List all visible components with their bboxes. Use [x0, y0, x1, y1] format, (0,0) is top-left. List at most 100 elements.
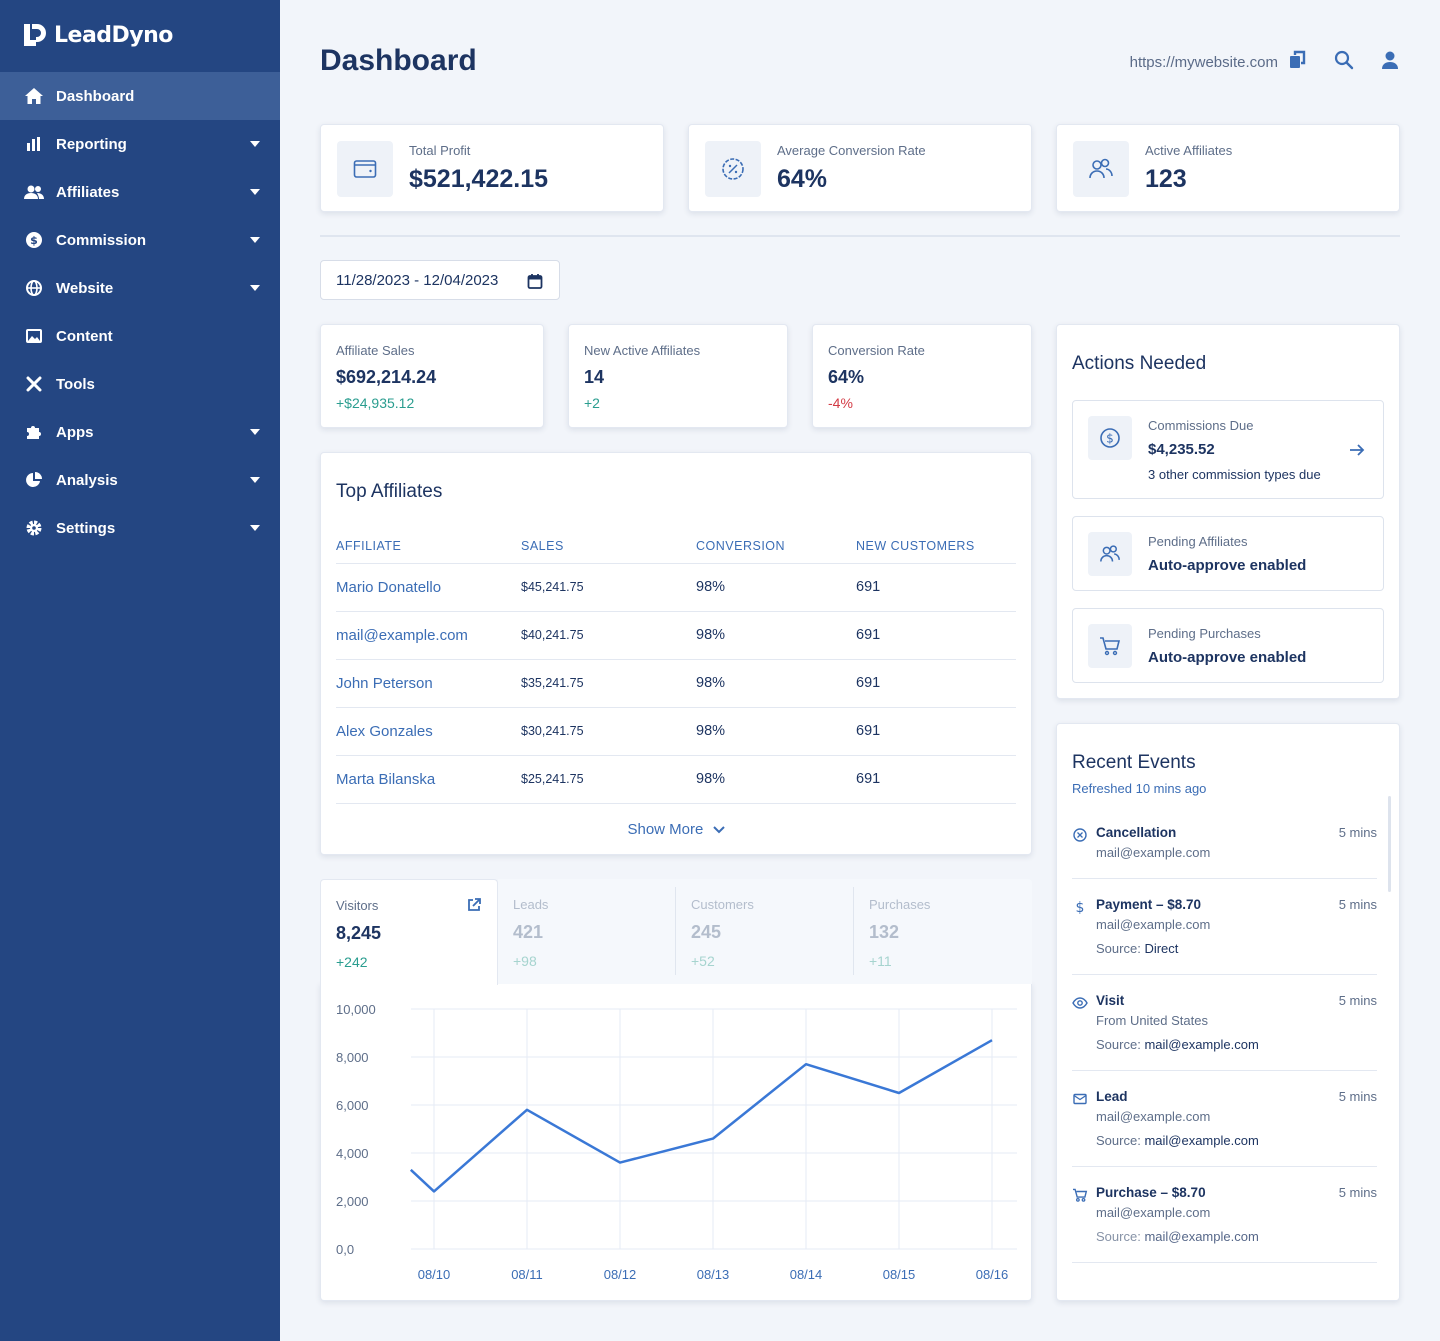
sales-cell: $25,241.75 [521, 755, 696, 804]
show-more-button[interactable]: Show More [321, 821, 1031, 838]
chevron-down-icon[interactable] [250, 189, 260, 195]
website-url[interactable]: https://mywebsite.com [1129, 53, 1278, 71]
kpi-value: $692,214.24 [336, 367, 437, 387]
top-affiliates-card: Top Affiliates AFFILIATE SALES CONVERSIO… [320, 452, 1032, 855]
sidebar-item-label: Tools [56, 375, 95, 393]
event-title: Payment – $8.70 [1096, 897, 1202, 912]
sidebar-item-content[interactable]: Content [0, 312, 280, 360]
puzzle-icon [24, 422, 44, 442]
tab-separator [853, 887, 854, 975]
event-item[interactable]: Visit 5 mins From United States Source: … [1072, 993, 1377, 1071]
action-value: $4,235.52 [1148, 441, 1215, 458]
tab-visitors[interactable]: Visitors 8,245 +242 [320, 879, 498, 985]
affiliate-link[interactable]: Alex Gonzales [336, 707, 521, 756]
dollar-icon: $ [1072, 899, 1088, 915]
tab-purchases[interactable]: Purchases 132 +11 [854, 879, 1032, 984]
event-item[interactable]: Purchase – $8.70 5 mins mail@example.com… [1072, 1185, 1377, 1263]
sidebar-item-website[interactable]: Website [0, 264, 280, 312]
brand-logo[interactable]: LeadDyno [24, 22, 173, 48]
sidebar-item-label: Affiliates [56, 183, 120, 201]
sidebar-item-apps[interactable]: Apps [0, 408, 280, 456]
affiliate-link[interactable]: mail@example.com [336, 611, 521, 660]
y-tick-label: 10,000 [336, 1002, 376, 1017]
kpi-delta: +2 [584, 395, 600, 411]
page-title: Dashboard [320, 44, 477, 77]
bar-chart-icon [24, 134, 44, 154]
sidebar-item-affiliates[interactable]: Affiliates [0, 168, 280, 216]
sidebar-item-settings[interactable]: Settings [0, 504, 280, 552]
action-pending-affiliates[interactable]: Pending Affiliates Auto-approve enabled [1072, 516, 1384, 591]
mail-icon [1072, 1091, 1088, 1107]
section-divider [320, 235, 1400, 237]
event-item[interactable]: $ Payment – $8.70 5 mins mail@example.co… [1072, 897, 1377, 975]
x-tick-label: 08/15 [883, 1267, 916, 1282]
date-range-picker[interactable]: 11/28/2023 - 12/04/2023 [320, 260, 560, 300]
action-value: Auto-approve enabled [1148, 557, 1307, 574]
conversion-cell: 98% [696, 707, 856, 756]
event-detail: mail@example.com [1096, 1205, 1211, 1220]
y-tick-label: 2,000 [336, 1194, 369, 1209]
tab-customers[interactable]: Customers 245 +52 [676, 879, 854, 984]
table-header-row: AFFILIATE SALES CONVERSION NEW CUSTOMERS [336, 529, 1016, 564]
sales-cell: $35,241.75 [521, 659, 696, 708]
affiliate-link[interactable]: John Peterson [336, 659, 521, 708]
cart-icon [1088, 624, 1132, 668]
event-detail: mail@example.com [1096, 845, 1211, 860]
sidebar-item-analysis[interactable]: Analysis [0, 456, 280, 504]
series-line-visitors [409, 1039, 993, 1193]
sidebar-item-dashboard[interactable]: Dashboard [0, 72, 280, 120]
user-icon[interactable] [1380, 50, 1400, 74]
action-value: Auto-approve enabled [1148, 649, 1307, 666]
event-item[interactable]: Lead 5 mins mail@example.com Source: mai… [1072, 1089, 1377, 1167]
sidebar-item-commission[interactable]: $ Commission [0, 216, 280, 264]
chevron-down-icon[interactable] [250, 285, 260, 291]
event-source-label: Source: [1096, 1133, 1141, 1148]
cart-icon [1072, 1187, 1088, 1203]
sidebar-item-label: Website [56, 279, 114, 297]
sidebar-item-label: Settings [56, 519, 116, 537]
calendar-icon[interactable] [527, 273, 543, 293]
chevron-down-icon[interactable] [250, 237, 260, 243]
tab-value: 132 [869, 922, 900, 942]
column-header-new-customers[interactable]: NEW CUSTOMERS [856, 529, 1016, 564]
kpi-value: 14 [584, 367, 605, 387]
sidebar-item-tools[interactable]: Tools [0, 360, 280, 408]
action-commissions-due[interactable]: $ Commissions Due $4,235.52 3 other comm… [1072, 400, 1384, 499]
chevron-down-icon[interactable] [250, 429, 260, 435]
external-link-icon[interactable] [467, 898, 481, 917]
y-tick-label: 0,0 [336, 1242, 354, 1257]
conversion-cell: 98% [696, 659, 856, 708]
cancel-circle-icon [1072, 827, 1088, 843]
chevron-down-icon [712, 826, 725, 834]
dollar-circle-icon: $ [1088, 416, 1132, 460]
tab-label: Leads [513, 897, 549, 912]
action-pending-purchases[interactable]: Pending Purchases Auto-approve enabled [1072, 608, 1384, 683]
chevron-down-icon[interactable] [250, 525, 260, 531]
y-tick-label: 4,000 [336, 1146, 369, 1161]
affiliate-link[interactable]: Mario Donatello [336, 563, 521, 612]
event-source: Source: mail@example.com [1096, 1229, 1259, 1244]
x-tick-label: 08/13 [697, 1267, 730, 1282]
event-source-label: Source: [1096, 1229, 1141, 1244]
column-header-conversion[interactable]: CONVERSION [696, 529, 856, 564]
sidebar-item-label: Dashboard [56, 87, 135, 105]
chevron-down-icon[interactable] [250, 141, 260, 147]
gear-icon [24, 518, 44, 538]
copy-icon[interactable] [1288, 50, 1308, 74]
scrollbar[interactable] [1388, 796, 1391, 892]
column-header-affiliate[interactable]: AFFILIATE [336, 529, 521, 564]
chevron-down-icon[interactable] [250, 477, 260, 483]
arrow-right-icon[interactable] [1349, 443, 1365, 462]
sidebar-item-reporting[interactable]: Reporting [0, 120, 280, 168]
event-source: Source: Direct [1096, 941, 1178, 956]
x-tick-label: 08/10 [418, 1267, 451, 1282]
wallet-icon [337, 141, 393, 197]
y-tick-label: 8,000 [336, 1050, 369, 1065]
search-icon[interactable] [1334, 50, 1354, 74]
tab-leads[interactable]: Leads 421 +98 [498, 879, 676, 984]
tab-value: 245 [691, 922, 722, 942]
affiliate-link[interactable]: Marta Bilanska [336, 755, 521, 804]
sidebar: LeadDyno Dashboard Reporting Affiliates … [0, 0, 280, 1341]
column-header-sales[interactable]: SALES [521, 529, 696, 564]
event-item[interactable]: Cancellation 5 mins mail@example.com [1072, 825, 1377, 879]
